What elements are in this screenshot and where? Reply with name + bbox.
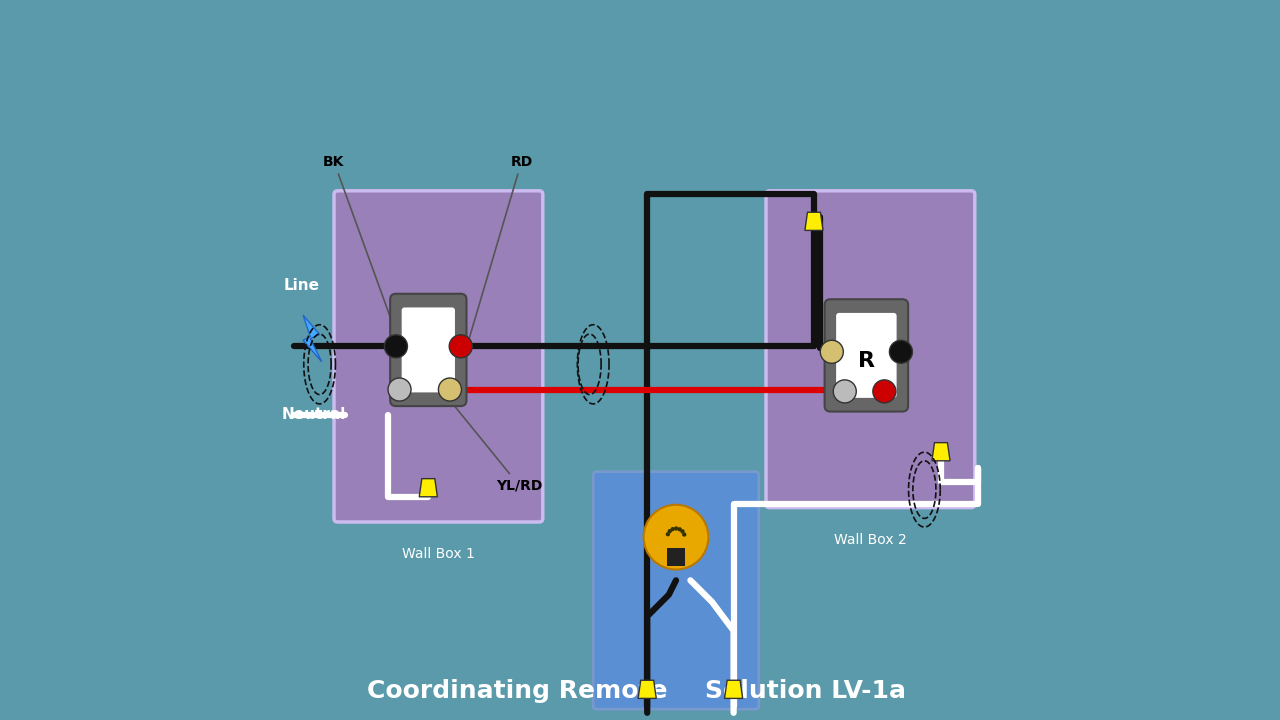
Polygon shape xyxy=(303,315,321,361)
Text: Wall Box 2: Wall Box 2 xyxy=(835,533,906,546)
Circle shape xyxy=(644,505,708,570)
Polygon shape xyxy=(639,680,657,698)
Polygon shape xyxy=(805,212,823,230)
FancyBboxPatch shape xyxy=(334,191,543,522)
Circle shape xyxy=(384,335,407,358)
FancyBboxPatch shape xyxy=(836,313,896,398)
FancyBboxPatch shape xyxy=(824,300,908,412)
Circle shape xyxy=(439,378,462,401)
FancyBboxPatch shape xyxy=(765,191,975,508)
Polygon shape xyxy=(724,680,742,698)
Text: YL/RD: YL/RD xyxy=(452,402,543,492)
Circle shape xyxy=(666,532,669,536)
Text: Coordinating Remote: Coordinating Remote xyxy=(367,679,668,703)
Circle shape xyxy=(890,341,913,364)
Circle shape xyxy=(677,527,682,531)
FancyBboxPatch shape xyxy=(390,294,466,406)
Text: R: R xyxy=(858,351,874,371)
Circle shape xyxy=(668,529,672,534)
Polygon shape xyxy=(420,479,438,497)
Circle shape xyxy=(449,335,472,358)
Circle shape xyxy=(873,380,896,403)
Circle shape xyxy=(820,341,844,364)
Text: Neutral: Neutral xyxy=(282,408,346,422)
Text: Wall Box 1: Wall Box 1 xyxy=(402,547,475,561)
Circle shape xyxy=(833,380,856,403)
FancyBboxPatch shape xyxy=(402,307,454,392)
FancyBboxPatch shape xyxy=(667,548,685,566)
Circle shape xyxy=(675,526,678,531)
Text: RD: RD xyxy=(468,155,532,340)
FancyBboxPatch shape xyxy=(593,472,759,709)
Text: Line: Line xyxy=(284,278,320,292)
Text: BK: BK xyxy=(324,155,398,340)
Polygon shape xyxy=(932,443,950,461)
Circle shape xyxy=(681,529,685,534)
Circle shape xyxy=(388,378,411,401)
Circle shape xyxy=(671,527,675,531)
Text: Solution LV-1a: Solution LV-1a xyxy=(705,679,906,703)
Circle shape xyxy=(682,532,686,536)
